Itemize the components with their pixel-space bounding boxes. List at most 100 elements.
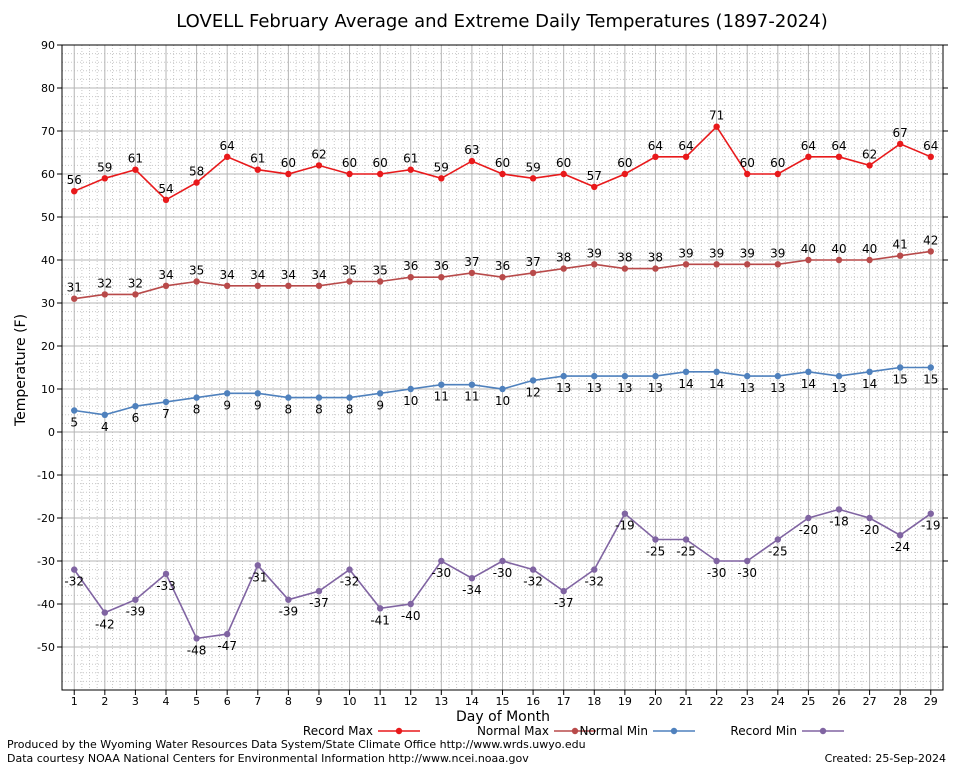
data-label: -42	[95, 618, 115, 632]
x-tick-label: 2	[101, 695, 108, 708]
data-label: 61	[403, 152, 418, 166]
data-point	[866, 162, 873, 169]
data-label: 39	[678, 246, 693, 260]
data-label: 11	[434, 390, 449, 404]
data-point	[132, 596, 139, 603]
data-point	[805, 153, 812, 160]
data-point	[101, 291, 109, 298]
data-point	[896, 532, 904, 539]
data-label: 13	[556, 381, 571, 395]
data-label: 34	[250, 268, 265, 282]
data-point	[468, 269, 476, 277]
data-label: 7	[162, 407, 170, 421]
data-label: -39	[126, 605, 146, 619]
data-point	[315, 587, 323, 595]
data-point	[774, 372, 782, 380]
data-point	[560, 170, 567, 178]
data-label: 59	[434, 160, 449, 174]
data-label: 59	[525, 160, 540, 174]
data-point	[621, 170, 629, 178]
data-label: -19	[615, 519, 635, 533]
legend-label: Record Max	[303, 724, 373, 738]
data-point	[652, 153, 659, 160]
data-label: 40	[831, 242, 846, 256]
x-tick-label: 22	[710, 695, 724, 708]
data-label: 64	[923, 139, 938, 153]
data-point	[652, 536, 659, 543]
x-axis-label: Day of Month	[456, 709, 550, 725]
data-label: 37	[464, 255, 479, 269]
y-tick-label: 10	[41, 383, 55, 396]
data-label: 8	[315, 403, 323, 417]
data-label: 13	[617, 381, 632, 395]
data-label: 9	[254, 398, 262, 412]
data-label: 13	[587, 381, 602, 395]
data-point	[621, 510, 629, 517]
data-label: 60	[617, 156, 632, 170]
data-point	[407, 600, 414, 608]
data-label: 13	[648, 381, 663, 395]
y-tick-label: 80	[41, 82, 55, 95]
data-label: 60	[556, 156, 571, 170]
y-tick-label: 0	[48, 426, 55, 439]
data-point	[927, 510, 934, 517]
x-tick-label: 7	[254, 695, 261, 708]
data-label: 10	[403, 394, 418, 408]
data-point	[682, 261, 690, 268]
data-point	[223, 153, 231, 160]
data-point	[254, 166, 261, 173]
data-label: 35	[189, 264, 204, 278]
data-label: 64	[831, 139, 846, 153]
data-label: 14	[709, 377, 724, 391]
data-point	[346, 278, 353, 285]
data-point	[499, 385, 506, 393]
data-label: -20	[860, 523, 880, 537]
x-tick-label: 3	[132, 695, 139, 708]
data-point	[376, 390, 384, 397]
data-label: 34	[220, 268, 235, 282]
chart-title: LOVELL February Average and Extreme Dail…	[176, 11, 827, 32]
data-point	[376, 278, 384, 285]
data-point	[71, 566, 78, 573]
y-tick-label: 20	[41, 340, 55, 353]
y-tick-label: -30	[37, 555, 55, 568]
data-label: 38	[556, 251, 571, 265]
data-label: 14	[862, 377, 877, 391]
data-point	[71, 295, 78, 302]
data-point	[927, 248, 934, 255]
data-point	[713, 557, 720, 565]
data-point	[193, 394, 200, 401]
legend-item: Normal Min	[579, 724, 695, 738]
data-label: 58	[189, 165, 204, 179]
data-point	[223, 630, 231, 638]
data-point	[162, 570, 170, 578]
series-record-max: 56 59 61 54 58 64 61 60 62 60 60 61 59 63 60 59 60 57 60 64…	[67, 109, 938, 203]
data-label: -34	[462, 583, 482, 597]
series-normal-max: 31 32 32 34 35 34 34 34 34 35 35 36 36 37 36 37 38 39 38 38…	[67, 233, 938, 302]
data-label: 31	[67, 281, 82, 295]
data-point	[468, 381, 476, 388]
data-point	[805, 514, 812, 522]
data-point	[71, 407, 78, 414]
data-point	[315, 162, 323, 169]
data-label: -37	[554, 596, 574, 610]
data-point	[744, 170, 751, 178]
y-tick-label: 40	[41, 254, 55, 267]
data-point	[132, 403, 139, 410]
data-label: 42	[923, 233, 938, 247]
x-tick-label: 12	[404, 695, 418, 708]
legend-item: Record Max	[303, 724, 420, 738]
data-point	[101, 609, 109, 616]
data-label: 9	[223, 398, 231, 412]
data-label: 40	[862, 242, 877, 256]
data-point	[896, 364, 904, 371]
data-point	[835, 506, 843, 513]
data-point	[866, 368, 873, 375]
data-point	[560, 265, 567, 272]
x-tick-label: 5	[193, 695, 200, 708]
data-label: -32	[523, 575, 543, 589]
y-tick-label: -50	[37, 641, 55, 654]
data-label: -37	[309, 596, 329, 610]
